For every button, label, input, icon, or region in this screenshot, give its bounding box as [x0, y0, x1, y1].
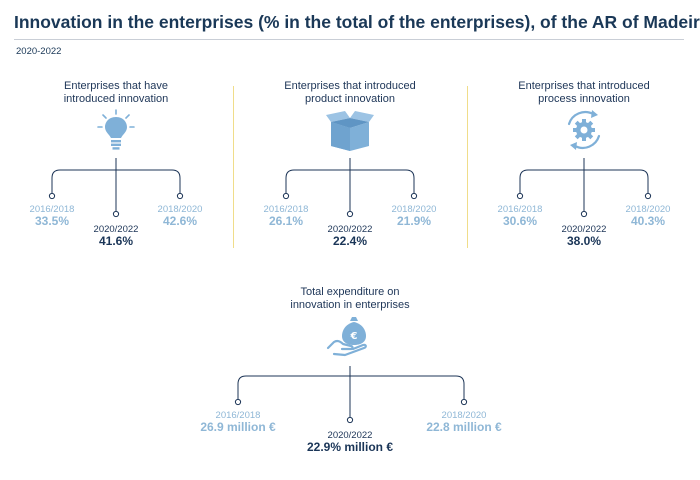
panel-innovation-expenditure: Total expenditure on innovation in enter… — [190, 286, 510, 466]
title-divider — [14, 39, 684, 40]
period-label: 2020-2022 — [16, 46, 62, 57]
money-bag-hand-icon: € — [326, 317, 367, 357]
value-2020-2022: 2020/2022 38.0% — [561, 224, 607, 248]
value-2018-2020: 2018/2020 21.9% — [391, 204, 437, 228]
value-2018-2020: 2018/2020 42.6% — [157, 204, 203, 228]
value-2016-2018: 2016/2018 26.1% — [263, 204, 309, 228]
value-2016-2018: 2016/2018 33.5% — [29, 204, 75, 228]
value-2020-2022: 2020/2022 22.9% million € — [306, 430, 394, 454]
panel-title: Enterprises that have introduced innovat… — [63, 80, 169, 105]
box-icon — [326, 111, 374, 151]
panel-process-innovation: Enterprises that introduced process inno… — [468, 80, 700, 260]
value-2020-2022: 2020/2022 41.6% — [93, 224, 139, 248]
panel-title: Total expenditure on innovation in enter… — [290, 286, 410, 311]
panel-title: Enterprises that introduced product inno… — [284, 80, 416, 105]
panel-introduced-innovation: Enterprises that have introduced innovat… — [0, 80, 232, 260]
page-title: Innovation in the enterprises (% in the … — [14, 12, 700, 32]
value-2018-2020: 2018/2020 22.8 million € — [426, 410, 502, 434]
separator-2 — [467, 86, 468, 248]
panel-title: Enterprises that introduced process inno… — [518, 80, 650, 105]
gear-cycle-icon — [567, 110, 601, 150]
panel-product-innovation: Enterprises that introduced product inno… — [234, 80, 466, 260]
value-2018-2020: 2018/2020 40.3% — [625, 204, 671, 228]
value-2016-2018: 2016/2018 30.6% — [497, 204, 543, 228]
svg-text:€: € — [350, 331, 358, 342]
lightbulb-icon — [97, 109, 135, 150]
value-2016-2018: 2016/2018 26.9 million € — [200, 410, 276, 434]
value-2020-2022: 2020/2022 22.4% — [327, 224, 373, 248]
separator-1 — [233, 86, 234, 248]
